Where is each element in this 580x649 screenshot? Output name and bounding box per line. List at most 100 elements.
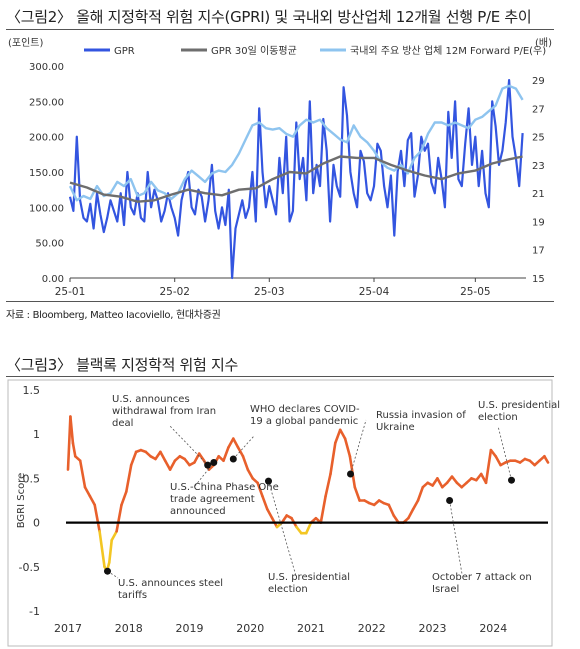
annotation-label: October 7 attack on Israel [432, 572, 532, 595]
y-tick-label: 100.00 [29, 203, 64, 214]
legend-label: GPR 30일 이동평균 [211, 45, 297, 57]
bgri-line-segment [168, 459, 177, 471]
bgri-line-segment [494, 455, 502, 467]
bgri-line-segment [411, 499, 420, 511]
gpr-pe-chart: (포인트) (배)300.00250.00200.00150.00100.0050… [8, 37, 552, 298]
bgri-line-segment [241, 455, 250, 471]
y-tick-label: 300.00 [29, 62, 64, 73]
bgri-line-segment [489, 448, 498, 458]
bgri-line-segment [338, 428, 347, 440]
y2-tick-label: 23 [532, 161, 545, 172]
x-tick-label: 2020 [236, 622, 264, 635]
annotation-marker [204, 461, 212, 469]
figure1-title-rule [6, 29, 554, 30]
gpr-ma-line [69, 155, 523, 203]
x-tick-label: 25-04 [359, 286, 390, 298]
annotation-label: U.S.-China Phase One trade agreement annou… [170, 482, 279, 517]
bgri-line-segment [71, 441, 77, 458]
bgri-line-segment [129, 450, 138, 467]
y-tick-label: 0.00 [42, 274, 64, 285]
y2-tick-label: 19 [532, 217, 545, 228]
bgri-line-segment [227, 437, 235, 449]
bgri-line-segment [324, 472, 332, 498]
annotation-marker [210, 459, 218, 466]
y-tick-label: 0 [33, 517, 40, 530]
bgri-line-segment [484, 448, 493, 485]
bgri-line-segment [125, 463, 133, 493]
y-tick-label: -0.5 [19, 561, 40, 574]
bgri-line-segment [295, 525, 303, 535]
annotation-leader [497, 425, 512, 481]
annotation-marker [265, 477, 272, 485]
figure2-title: 〈그림3〉 블랙록 지정학적 위험 지수 [6, 356, 239, 374]
bgri-line-segment [232, 437, 240, 449]
bgri-line-segment [98, 530, 106, 569]
bgri-line-segment [163, 459, 172, 471]
x-tick-label: 25-03 [254, 286, 285, 298]
annotation-label: U.S. presidential election [478, 400, 560, 423]
annotation-label: Russia invasion of Ukraine [376, 410, 466, 433]
y2-tick-label: 17 [532, 246, 545, 257]
y-tick-label: 0.5 [23, 472, 41, 485]
annotation-marker [508, 476, 515, 484]
annotation-leader [169, 425, 208, 466]
gpr-line [68, 79, 524, 280]
x-tick-label: 2021 [297, 622, 325, 635]
bgri-line-segment [159, 450, 167, 462]
bgri-line-segment [543, 455, 550, 464]
bgri-line-segment [387, 503, 396, 517]
bgri-line-segment [450, 475, 459, 485]
pe-line [68, 84, 524, 202]
bgri-line-segment [108, 539, 113, 564]
x-tick-label: 2017 [54, 622, 82, 635]
annotation-leader [350, 419, 367, 475]
left-axis-unit: (포인트) [8, 37, 44, 49]
y-tick-label: 200.00 [29, 133, 64, 144]
bgri-line-segment [280, 514, 289, 524]
bgri-line-segment [236, 446, 245, 458]
y-tick-label: -1 [29, 605, 40, 618]
bgri-line-segment [392, 514, 400, 524]
annotation-label: U.S. announces withdrawal from Iran deal [112, 394, 216, 429]
bgri-line-segment [83, 485, 92, 498]
bgri-line-segment [319, 494, 327, 524]
y-tick-label: 1 [33, 428, 40, 441]
y2-tick-label: 25 [532, 133, 545, 144]
bgri-line-segment [256, 481, 264, 498]
y2-tick-label: 29 [532, 76, 545, 87]
annotation-marker [229, 455, 237, 463]
bgri-line-segment [406, 508, 415, 520]
bgri-line-segment [115, 503, 123, 533]
right-axis-unit: (배) [535, 37, 552, 49]
bgri-line-segment [261, 494, 269, 511]
bgri-line-segment [197, 452, 206, 462]
bgri-line-segment [88, 494, 96, 507]
x-tick-label: 25-05 [460, 286, 491, 298]
bgri-line-segment [93, 503, 101, 533]
y2-tick-label: 21 [532, 189, 545, 200]
annotation-leader [194, 462, 215, 487]
bgri-line-segment [69, 415, 75, 445]
bgri-line-segment [246, 468, 254, 480]
annotation-leader [268, 480, 297, 577]
figure1-title: 〈그림2〉 올해 지정학적 위험 지수(GPRI) 및 국내외 방산업체 12개… [6, 8, 532, 26]
bgri-line-segment [120, 490, 128, 507]
annotation-marker [446, 497, 454, 504]
annotation-label: U.S. announces steel tariffs [118, 578, 223, 601]
legend-label: 국내외 주요 방산 업체 12M Forward P/E(우) [350, 44, 546, 57]
annotation-marker [104, 567, 111, 575]
y-tick-label: 1.5 [23, 384, 41, 397]
y-axis-label: BGRI Score [16, 473, 27, 529]
bgri-line-segment [333, 428, 342, 445]
bgri-line-segment [329, 441, 337, 476]
bgri-line-segment [110, 530, 118, 542]
x-tick-label: 2018 [115, 622, 143, 635]
annotation-marker [347, 470, 354, 478]
y-tick-label: 250.00 [29, 97, 64, 108]
figure2-title-rule [6, 376, 554, 377]
y2-tick-label: 15 [532, 274, 545, 285]
bgri-line-segment [353, 485, 361, 502]
bgri-line-segment [416, 485, 425, 502]
x-tick-label: 2024 [479, 622, 507, 635]
y-tick-label: 150.00 [29, 168, 64, 179]
